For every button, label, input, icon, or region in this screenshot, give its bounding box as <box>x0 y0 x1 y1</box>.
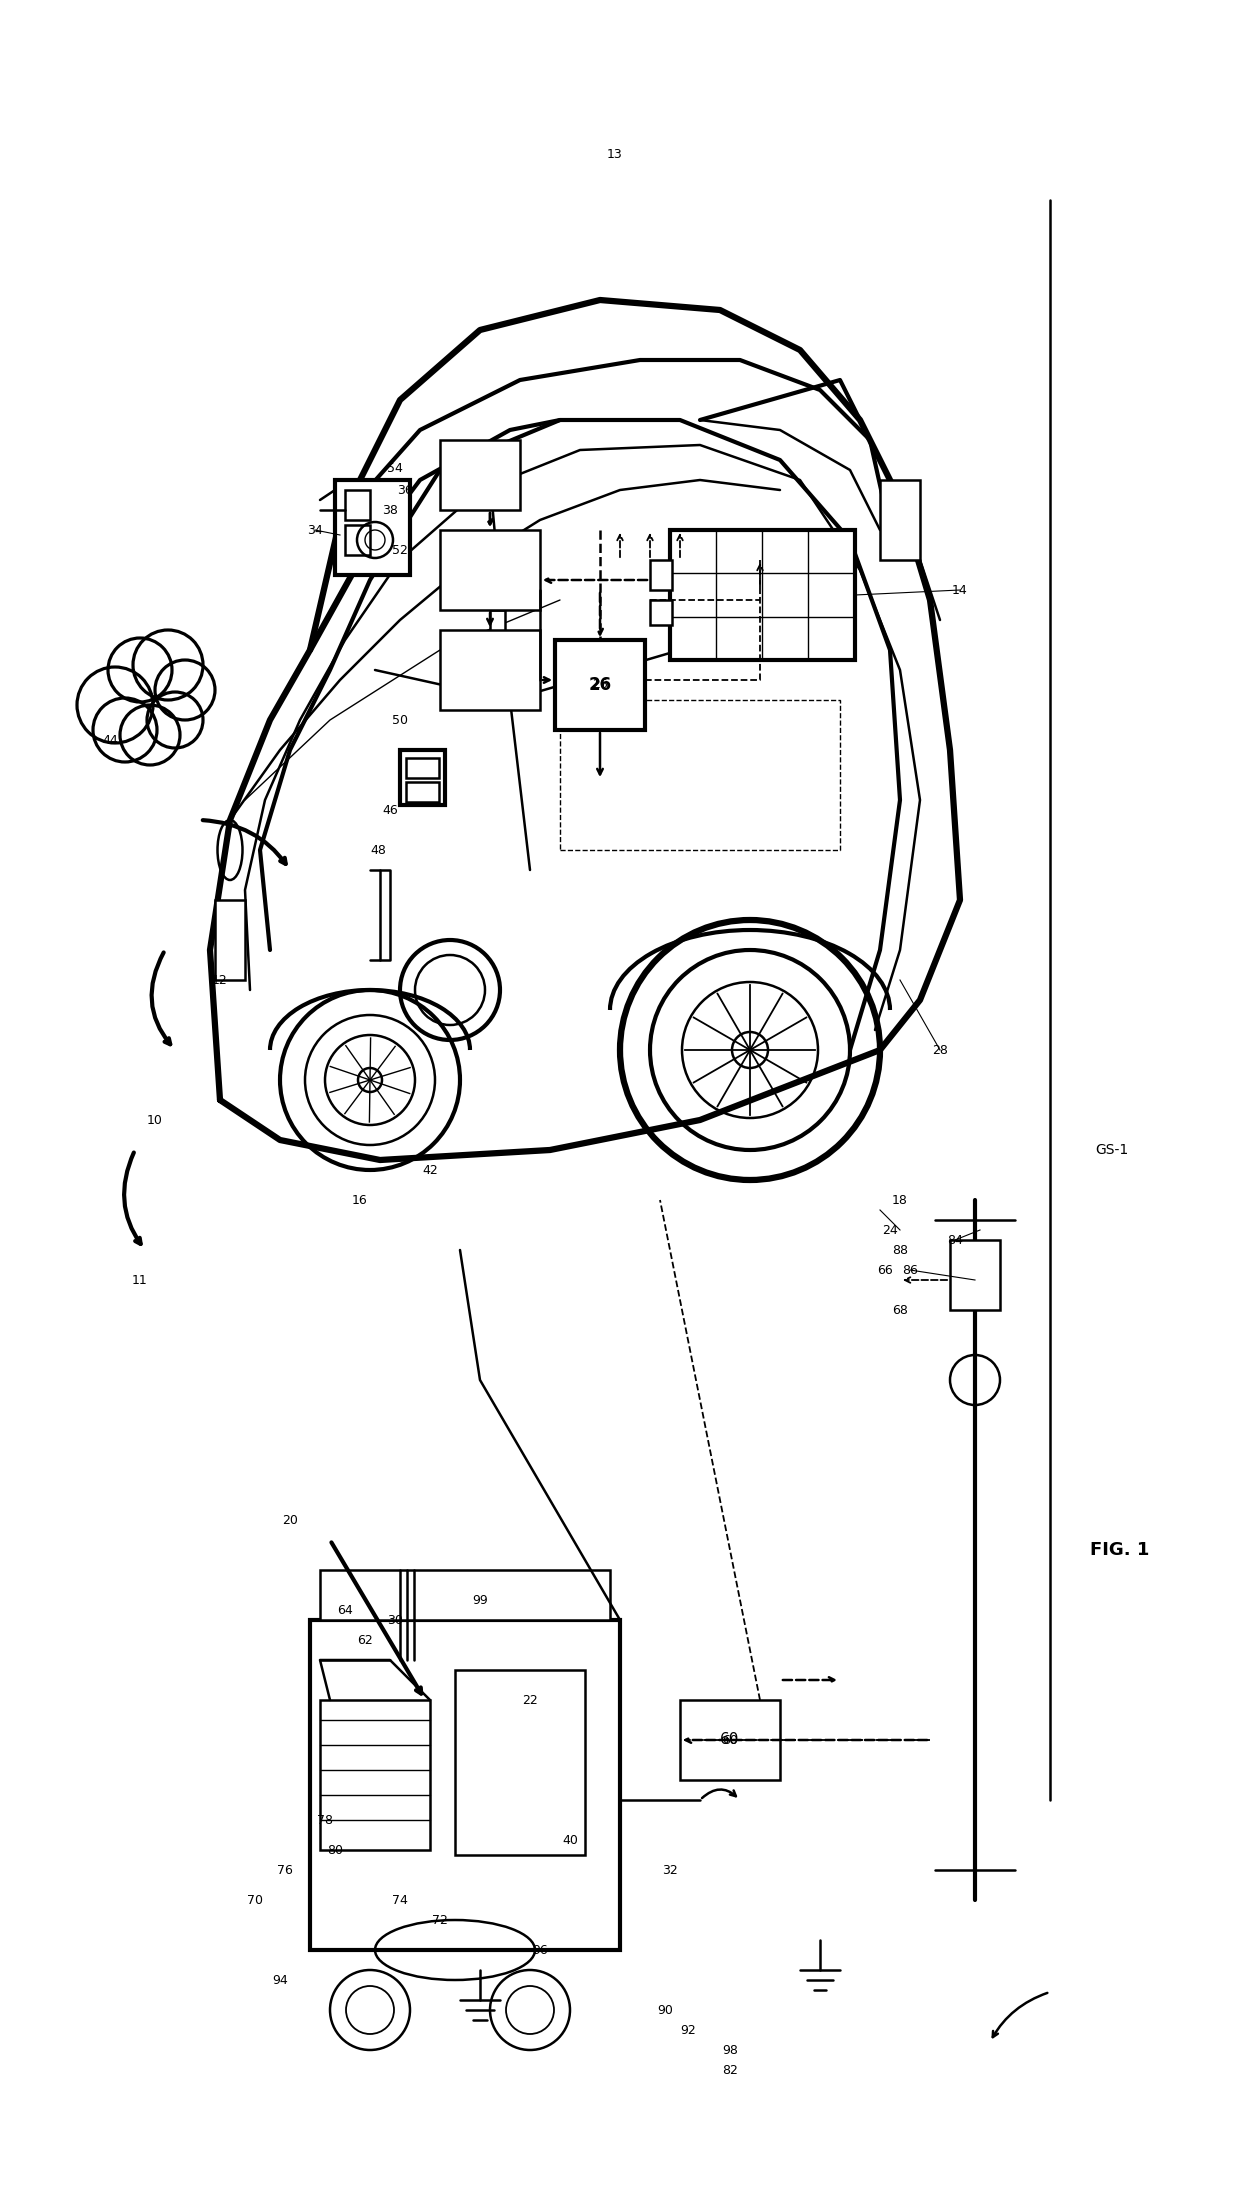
Text: 34: 34 <box>308 524 322 537</box>
Bar <box>950 1240 999 1310</box>
Text: 48: 48 <box>370 843 386 857</box>
Text: 80: 80 <box>327 1843 343 1856</box>
Text: 52: 52 <box>392 544 408 557</box>
Text: 24: 24 <box>882 1224 898 1238</box>
Bar <box>401 751 445 806</box>
Text: 66: 66 <box>877 1264 893 1277</box>
Bar <box>880 480 920 559</box>
Text: 38: 38 <box>382 504 398 517</box>
Text: 78: 78 <box>317 1814 334 1825</box>
Bar <box>455 1669 585 1854</box>
Text: 10: 10 <box>148 1114 162 1127</box>
Text: 14: 14 <box>952 584 968 597</box>
Circle shape <box>732 1033 768 1068</box>
Text: 60: 60 <box>722 1733 738 1746</box>
Text: 92: 92 <box>680 2024 696 2037</box>
Text: 88: 88 <box>892 1244 908 1257</box>
Text: 60: 60 <box>720 1733 740 1748</box>
Text: 40: 40 <box>562 1834 578 1847</box>
Text: 18: 18 <box>892 1193 908 1207</box>
Bar <box>556 641 645 731</box>
Text: 70: 70 <box>247 1894 263 1907</box>
Text: 72: 72 <box>432 1914 448 1927</box>
Text: 12: 12 <box>212 973 228 986</box>
Bar <box>320 1570 610 1621</box>
Bar <box>215 901 246 980</box>
Text: 44: 44 <box>102 733 118 746</box>
Text: 26: 26 <box>593 678 608 691</box>
Text: 46: 46 <box>382 804 398 817</box>
Text: 64: 64 <box>337 1603 353 1616</box>
Bar <box>560 700 839 850</box>
Text: 94: 94 <box>272 1973 288 1986</box>
Text: 28: 28 <box>932 1044 947 1057</box>
Circle shape <box>358 1068 382 1092</box>
Text: 32: 32 <box>662 1863 678 1876</box>
Text: 99: 99 <box>472 1594 487 1607</box>
Text: 98: 98 <box>722 2043 738 2057</box>
Bar <box>650 559 672 590</box>
Text: 42: 42 <box>422 1163 438 1176</box>
Bar <box>345 524 370 555</box>
Text: GS-1: GS-1 <box>1095 1143 1128 1156</box>
Text: 36: 36 <box>397 484 413 495</box>
Bar <box>405 782 439 802</box>
Bar <box>310 1621 620 1951</box>
Bar <box>680 1700 780 1779</box>
Bar <box>670 531 856 661</box>
Bar <box>440 630 539 709</box>
Bar <box>440 531 539 610</box>
Bar <box>650 599 672 625</box>
Bar <box>345 491 370 520</box>
Text: 11: 11 <box>133 1273 148 1286</box>
Text: 76: 76 <box>277 1863 293 1876</box>
Text: 22: 22 <box>522 1693 538 1707</box>
Bar <box>405 757 439 777</box>
Text: 86: 86 <box>901 1264 918 1277</box>
Text: 82: 82 <box>722 2063 738 2076</box>
Text: 26: 26 <box>589 676 611 694</box>
Text: 68: 68 <box>892 1304 908 1317</box>
Text: 20: 20 <box>281 1513 298 1526</box>
Bar <box>490 610 505 661</box>
Bar <box>440 440 520 511</box>
Text: 62: 62 <box>357 1634 373 1647</box>
Text: 74: 74 <box>392 1894 408 1907</box>
Text: 90: 90 <box>657 2004 673 2017</box>
Bar <box>320 1700 430 1850</box>
Text: 50: 50 <box>392 713 408 727</box>
Text: 16: 16 <box>352 1193 368 1207</box>
Bar <box>335 480 410 575</box>
Text: 96: 96 <box>532 1944 548 1958</box>
Text: 30: 30 <box>387 1614 403 1627</box>
Text: 13: 13 <box>608 148 622 161</box>
Text: 54: 54 <box>387 462 403 473</box>
Text: FIG. 1: FIG. 1 <box>1090 1541 1149 1559</box>
Text: 84: 84 <box>947 1233 963 1246</box>
